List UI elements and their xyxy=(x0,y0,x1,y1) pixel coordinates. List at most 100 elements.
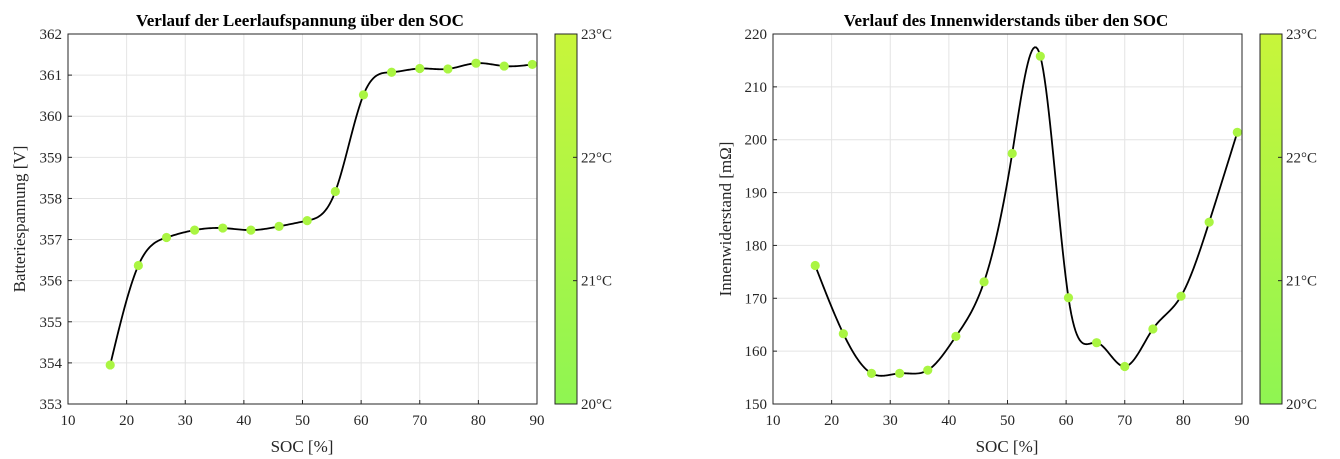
colorbar-tick-label: 20°C xyxy=(581,397,612,413)
data-point xyxy=(866,368,877,378)
data-point xyxy=(1092,338,1102,348)
x-tick-label: 90 xyxy=(1235,413,1250,429)
data-point xyxy=(838,329,848,339)
chart-voltage-points xyxy=(105,58,537,370)
data-point xyxy=(387,67,397,77)
chart-resistance-y-label: Innenwiderstand [mΩ] xyxy=(716,142,735,297)
chart-voltage: Verlauf der Leerlaufspannung über den SO… xyxy=(10,11,612,456)
chart-voltage-line xyxy=(109,62,533,366)
data-point xyxy=(1063,293,1074,303)
chart-voltage-y-ticks: 353 354 355 356 357 358 359 360 361 362 xyxy=(40,27,72,413)
y-tick-label: 220 xyxy=(745,27,768,43)
colorbar-tick-label: 23°C xyxy=(1286,27,1317,43)
colorbar-tick-label: 20°C xyxy=(1286,397,1317,413)
x-tick-label: 50 xyxy=(1000,413,1015,429)
data-point xyxy=(190,225,200,235)
chart-voltage-x-ticks: 10 20 30 40 50 60 70 80 90 xyxy=(61,400,545,429)
data-point xyxy=(1232,127,1242,137)
y-tick-label: 200 xyxy=(745,133,768,149)
x-tick-label: 90 xyxy=(530,413,545,429)
y-tick-label: 160 xyxy=(745,344,768,360)
chart-voltage-colorbar-ticks: 20°C 21°C 22°C 23°C xyxy=(573,27,612,413)
colorbar-tick-label: 23°C xyxy=(581,27,612,43)
chart-voltage-y-label: Batteriespannung [V] xyxy=(10,146,29,293)
colorbar-tick-label: 22°C xyxy=(1286,150,1317,166)
colorbar-tick-label: 22°C xyxy=(581,150,612,166)
chart-resistance-y-ticks: 150 160 170 180 190 200 210 220 xyxy=(745,27,777,413)
x-tick-label: 60 xyxy=(1059,413,1074,429)
y-tick-label: 356 xyxy=(40,274,63,290)
data-point xyxy=(246,225,256,235)
data-point xyxy=(105,360,115,370)
y-tick-label: 210 xyxy=(745,80,768,96)
x-tick-label: 10 xyxy=(766,413,781,429)
y-tick-label: 357 xyxy=(40,233,63,249)
y-tick-label: 359 xyxy=(40,150,63,166)
chart-voltage-colorbar xyxy=(554,33,578,405)
data-point xyxy=(302,216,312,226)
data-point xyxy=(1204,217,1214,227)
chart-resistance-x-label: SOC [%] xyxy=(976,437,1039,456)
y-tick-label: 360 xyxy=(40,109,63,125)
data-point xyxy=(358,90,369,100)
data-point xyxy=(471,58,481,68)
series-line xyxy=(109,62,533,366)
data-point xyxy=(133,260,143,271)
y-tick-label: 354 xyxy=(40,356,63,372)
y-tick-label: 358 xyxy=(40,191,63,207)
y-tick-label: 180 xyxy=(745,238,768,254)
data-point xyxy=(810,260,820,271)
data-point xyxy=(499,61,509,71)
data-point xyxy=(330,186,340,197)
x-tick-label: 30 xyxy=(178,413,193,429)
data-point xyxy=(1148,324,1158,334)
data-point xyxy=(218,223,228,233)
x-tick-label: 60 xyxy=(354,413,369,429)
y-tick-label: 150 xyxy=(745,397,768,413)
data-point xyxy=(1007,148,1017,159)
y-tick-label: 353 xyxy=(40,397,63,413)
y-tick-label: 361 xyxy=(40,68,63,84)
x-tick-label: 20 xyxy=(824,413,839,429)
chart-resistance: Verlauf des Innenwiderstands über den SO… xyxy=(716,11,1317,456)
y-tick-label: 170 xyxy=(745,291,768,307)
chart-resistance-x-ticks: 10 20 30 40 50 60 70 80 90 xyxy=(766,400,1250,429)
chart-resistance-colorbar-ticks: 20°C 21°C 22°C 23°C xyxy=(1278,27,1317,413)
x-tick-label: 80 xyxy=(471,413,486,429)
chart-voltage-grid xyxy=(67,33,538,405)
colorbar-tick-label: 21°C xyxy=(581,274,612,290)
data-point xyxy=(527,59,537,70)
chart-resistance-line xyxy=(814,46,1239,377)
data-point xyxy=(274,221,284,231)
chart-resistance-grid xyxy=(772,33,1243,405)
chart-resistance-points xyxy=(810,51,1242,378)
x-tick-label: 70 xyxy=(412,413,427,429)
data-point xyxy=(1120,361,1130,372)
series-line xyxy=(814,46,1239,377)
data-point xyxy=(895,368,905,378)
data-point xyxy=(951,331,961,341)
data-point xyxy=(415,63,425,74)
y-tick-label: 362 xyxy=(40,27,63,43)
x-tick-label: 40 xyxy=(236,413,251,429)
x-tick-label: 10 xyxy=(61,413,76,429)
x-tick-label: 80 xyxy=(1176,413,1191,429)
data-point xyxy=(1176,291,1186,301)
data-point xyxy=(923,365,933,375)
colorbar-tick-label: 21°C xyxy=(1286,274,1317,290)
chart-resistance-colorbar xyxy=(1259,33,1283,405)
data-point xyxy=(161,232,172,243)
x-tick-label: 40 xyxy=(941,413,956,429)
x-tick-label: 30 xyxy=(883,413,898,429)
x-tick-label: 20 xyxy=(119,413,134,429)
x-tick-label: 50 xyxy=(295,413,310,429)
data-point xyxy=(979,277,989,287)
chart-voltage-title: Verlauf der Leerlaufspannung über den SO… xyxy=(136,11,464,30)
chart-resistance-title: Verlauf des Innenwiderstands über den SO… xyxy=(844,11,1169,30)
data-point xyxy=(1035,51,1045,61)
chart-voltage-x-label: SOC [%] xyxy=(271,437,334,456)
y-tick-label: 190 xyxy=(745,186,768,202)
x-tick-label: 70 xyxy=(1117,413,1132,429)
y-tick-label: 355 xyxy=(40,315,63,331)
